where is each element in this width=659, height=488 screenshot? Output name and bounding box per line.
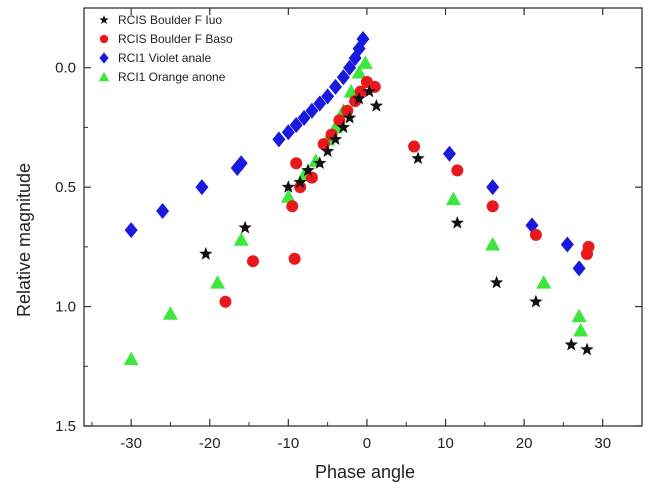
data-point-triangle (343, 84, 359, 98)
data-point-circle (529, 228, 542, 241)
legend-label: RCI1 Orange anone (118, 70, 226, 84)
data-point-diamond (195, 179, 209, 196)
data-point-star (489, 275, 504, 289)
data-point-star (352, 91, 366, 105)
y-tick-label: 1.5 (55, 418, 76, 435)
data-point-circle (219, 295, 232, 308)
legend-marker-diamond (99, 52, 109, 64)
data-point-diamond (572, 260, 586, 277)
data-point-diamond (272, 131, 286, 148)
data-point-diamond (343, 59, 357, 76)
axes-layer: -30 -20 -10 0 10 20 30 0.0 0.5 1.0 1.5 (55, 7, 643, 452)
data-point-star (328, 132, 343, 146)
data-point-diamond (230, 160, 244, 177)
x-tick-label: -30 (120, 435, 142, 452)
data-point-diamond (289, 117, 303, 134)
legend-label: RCI1 Violet anale (118, 51, 211, 65)
data-point-star (580, 342, 594, 356)
data-point-diamond (321, 88, 335, 105)
data-point-circle (290, 157, 303, 170)
data-point-triangle (445, 191, 461, 206)
data-point-star (362, 84, 376, 98)
data-point-star (564, 337, 578, 351)
y-tick-label: 0.0 (55, 60, 76, 77)
data-point-triangle (485, 236, 501, 251)
plot-frame (83, 7, 643, 427)
data-point-star (336, 120, 351, 134)
data-point-circle (451, 164, 464, 177)
data-point-circle (408, 140, 421, 153)
data-point-circle (286, 200, 299, 213)
data-point-triangle (351, 64, 367, 79)
data-point-triangle (357, 55, 373, 69)
x-tick-label: -10 (277, 435, 299, 452)
x-tick-label: -20 (199, 435, 221, 452)
data-point-triangle (571, 308, 587, 323)
legend-marker-star (99, 15, 109, 24)
y-tick-label: 1.0 (55, 299, 76, 316)
series-diamond (124, 31, 586, 277)
data-point-triangle (233, 232, 249, 246)
data-point-diamond (442, 145, 456, 162)
data-point-star (281, 180, 295, 193)
data-point-diamond (336, 69, 350, 86)
data-point-circle (288, 252, 301, 265)
legend-marker-triangle (98, 71, 110, 82)
legend-label: RCIS Boulder F Iuo (118, 13, 222, 27)
legend-marker-circle (99, 34, 109, 44)
x-tick-label: 30 (594, 435, 611, 452)
data-point-star (238, 220, 252, 234)
legend: RCIS Boulder F Iuo RCIS Boulder F Baso RCI… (98, 13, 233, 84)
data-point-diamond (328, 78, 342, 95)
data-point-diamond (297, 109, 311, 126)
data-point-diamond (348, 50, 362, 67)
data-points-layer (123, 31, 595, 366)
data-point-diamond (486, 179, 500, 196)
data-point-triangle (123, 351, 139, 366)
y-tick-label: 0.5 (55, 179, 76, 196)
data-point-triangle (573, 322, 589, 337)
data-point-circle (341, 104, 354, 117)
data-point-diamond (281, 124, 295, 141)
data-point-star (293, 175, 307, 189)
x-tick-label: 10 (437, 435, 454, 452)
data-point-circle (305, 171, 318, 184)
x-tick-label: 0 (363, 435, 371, 452)
data-point-star (199, 247, 213, 260)
data-point-diamond (124, 222, 138, 239)
series-circle (219, 76, 595, 308)
data-point-diamond (560, 236, 574, 253)
data-point-diamond (156, 203, 170, 220)
data-point-circle (486, 200, 499, 213)
data-point-star (313, 156, 327, 169)
x-axis-label: Phase angle (315, 462, 415, 482)
data-point-triangle (210, 275, 226, 289)
data-point-circle (582, 240, 595, 253)
data-point-circle (360, 76, 373, 89)
legend-label: RCIS Boulder F Baso (118, 32, 233, 46)
data-point-star (369, 98, 384, 112)
data-point-diamond (313, 95, 327, 112)
x-tick-label: 20 (516, 435, 533, 452)
data-point-star (320, 144, 335, 157)
data-point-circle (246, 255, 259, 268)
data-point-triangle (536, 275, 552, 289)
y-axis-label: Relative magnitude (14, 163, 34, 317)
data-point-star (301, 163, 315, 177)
series-star (199, 84, 594, 356)
data-point-triangle (280, 189, 296, 203)
data-point-triangle (162, 306, 178, 320)
data-point-star (450, 215, 464, 229)
data-point-diamond (305, 102, 319, 119)
data-point-star (342, 110, 357, 124)
data-point-star (529, 294, 543, 308)
data-point-star (411, 151, 425, 165)
data-point-circle (354, 85, 367, 98)
